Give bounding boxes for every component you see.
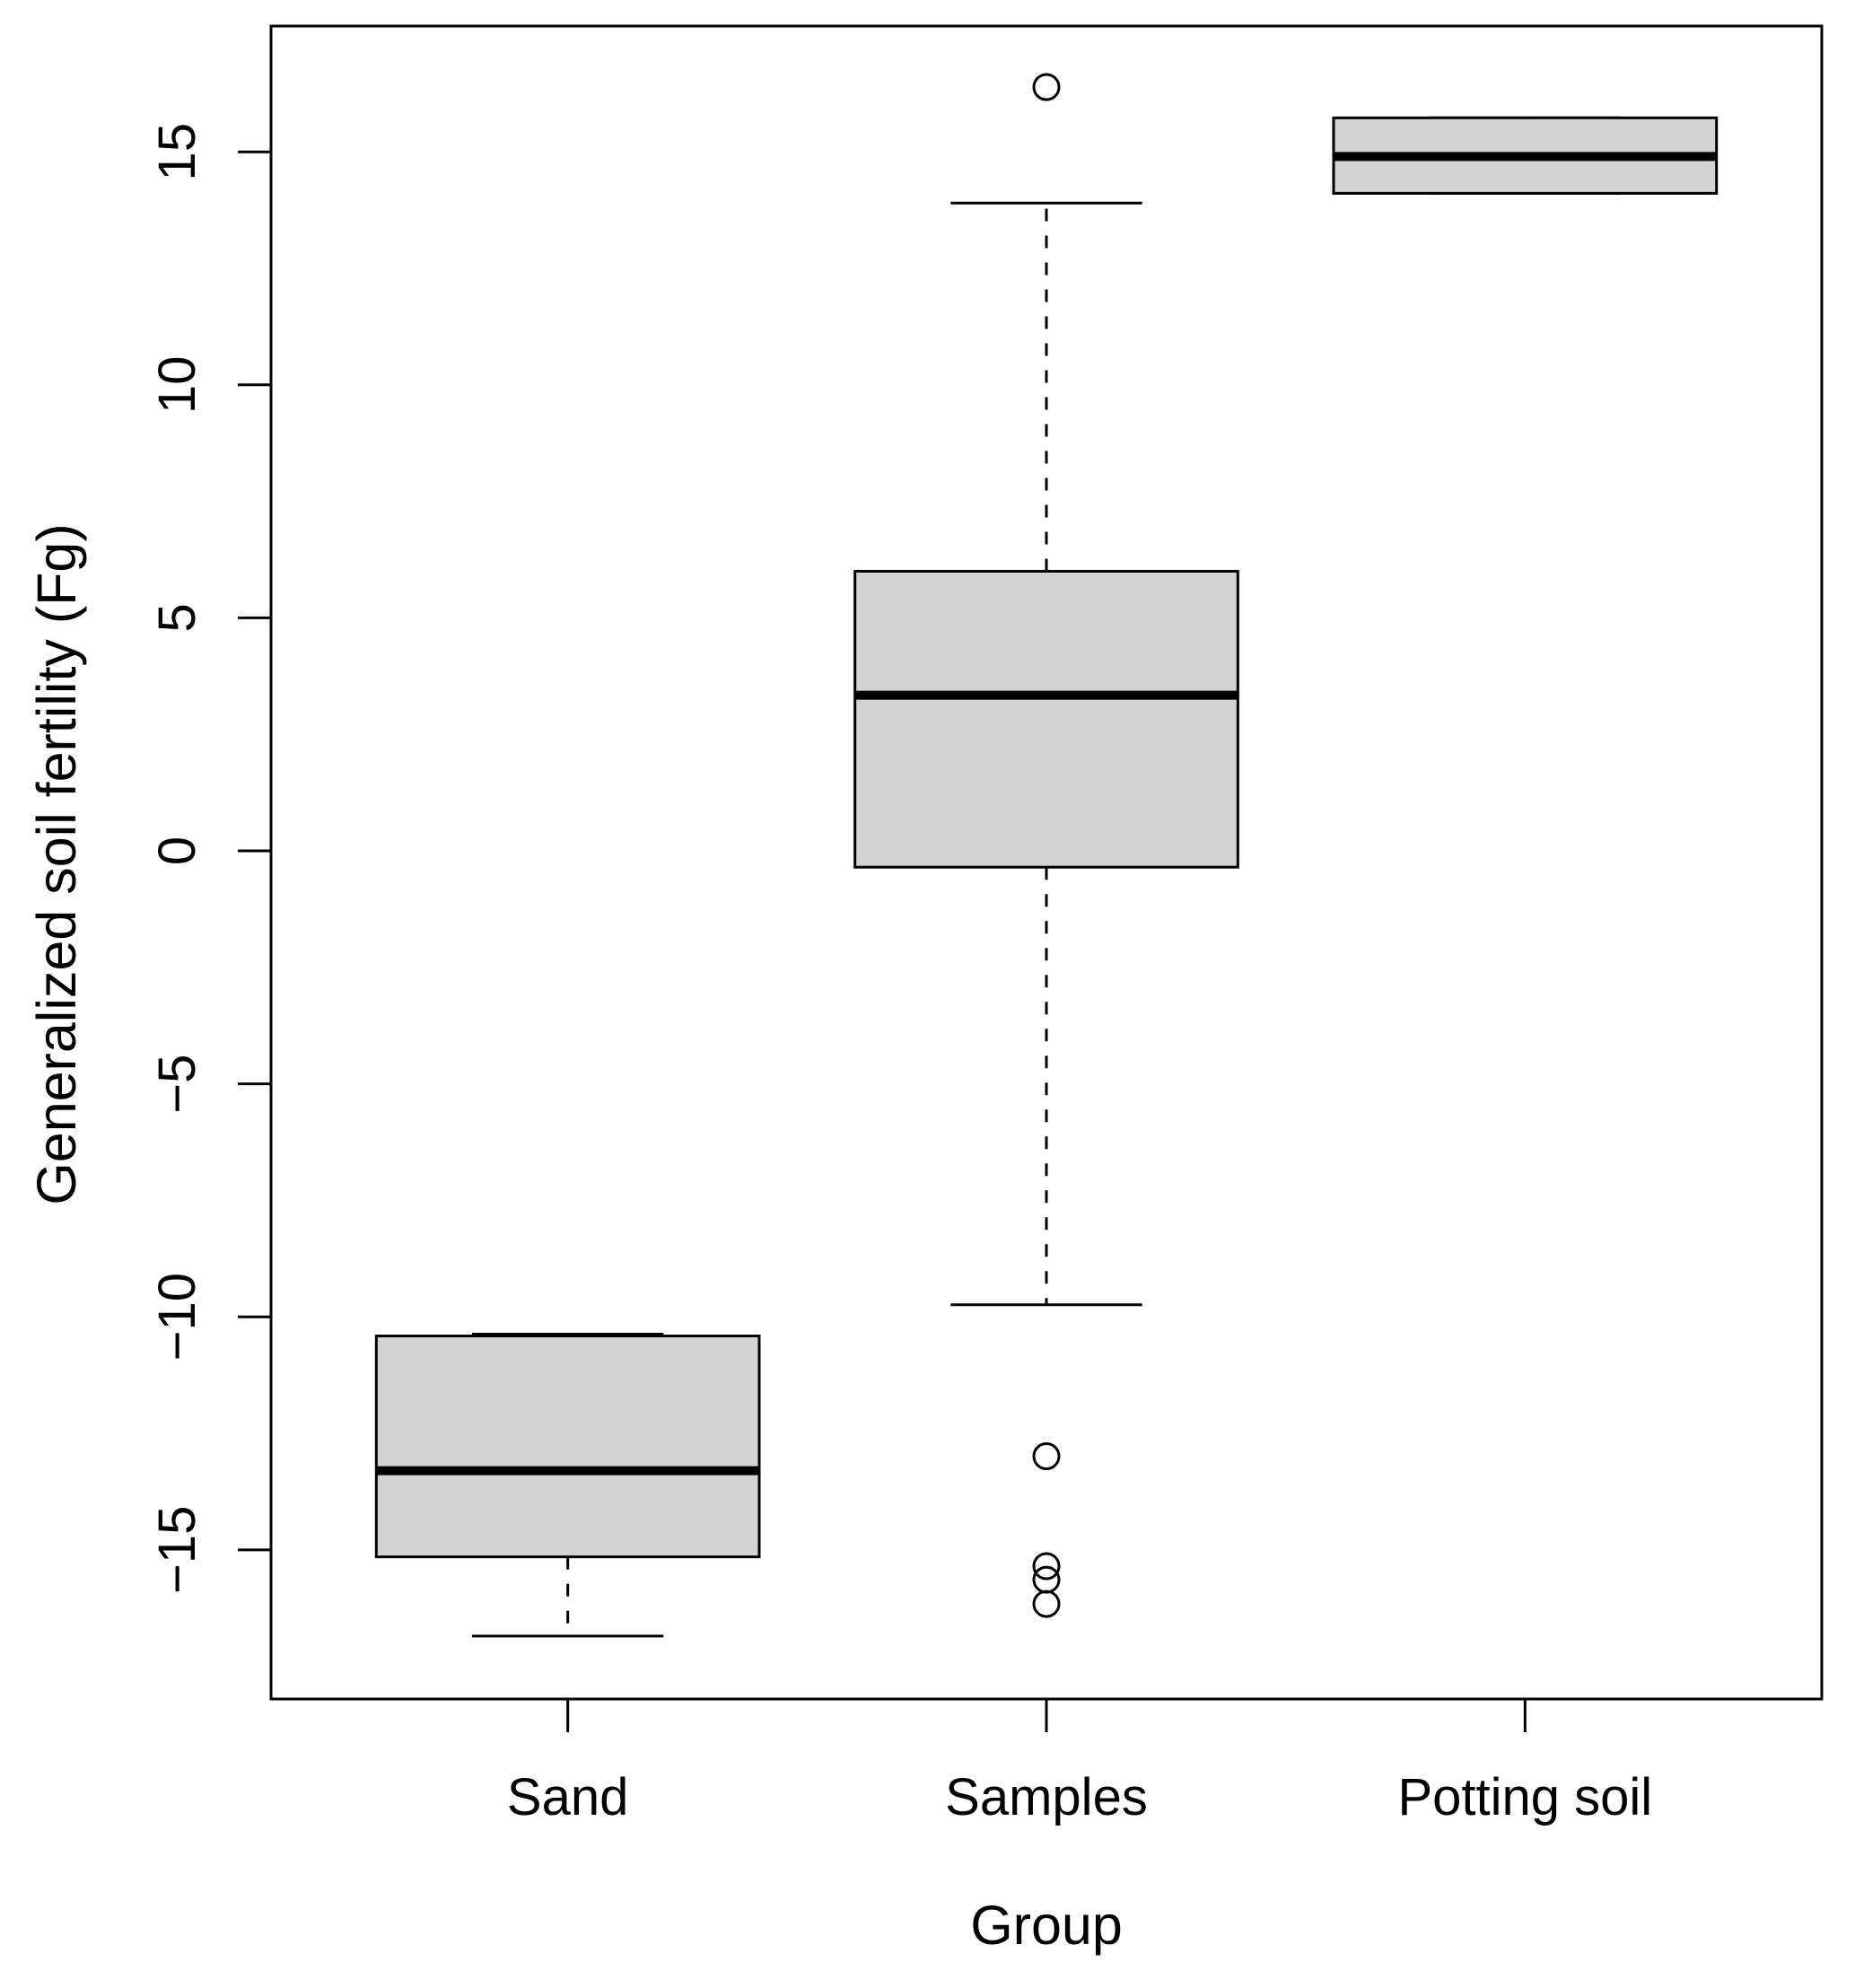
y-tick-label: −5 bbox=[148, 1055, 206, 1114]
y-axis-title: Generalized soil fertility (Fg) bbox=[26, 523, 87, 1204]
y-axis: −15 −10 −5 0 5 10 15 bbox=[148, 123, 273, 1594]
y-tick-label: 0 bbox=[148, 836, 206, 865]
x-tick-label: Potting soil bbox=[1397, 1768, 1652, 1826]
box-group-layer bbox=[374, 73, 1719, 1638]
iqr-box bbox=[853, 569, 1239, 869]
box-group-sand bbox=[374, 1332, 761, 1638]
y-tick-label: 10 bbox=[148, 356, 206, 415]
x-tick-label: Sand bbox=[507, 1768, 628, 1826]
box-group-potting-soil bbox=[1332, 116, 1719, 195]
y-tick-label: −10 bbox=[148, 1273, 206, 1361]
outlier-point bbox=[1032, 1441, 1061, 1470]
outlier-point bbox=[1032, 1552, 1061, 1581]
y-tick-label: −15 bbox=[148, 1506, 206, 1594]
x-axis: Sand Samples Potting soil bbox=[507, 1697, 1652, 1826]
box-group-samples bbox=[853, 73, 1239, 1618]
iqr-box bbox=[374, 1335, 761, 1559]
x-tick-label: Samples bbox=[945, 1768, 1148, 1826]
outlier-point bbox=[1032, 1590, 1061, 1618]
y-tick-label: 15 bbox=[148, 123, 206, 181]
y-tick-label: 5 bbox=[148, 603, 206, 632]
outlier-point bbox=[1032, 73, 1061, 101]
x-axis-title: Group bbox=[970, 1895, 1123, 1956]
